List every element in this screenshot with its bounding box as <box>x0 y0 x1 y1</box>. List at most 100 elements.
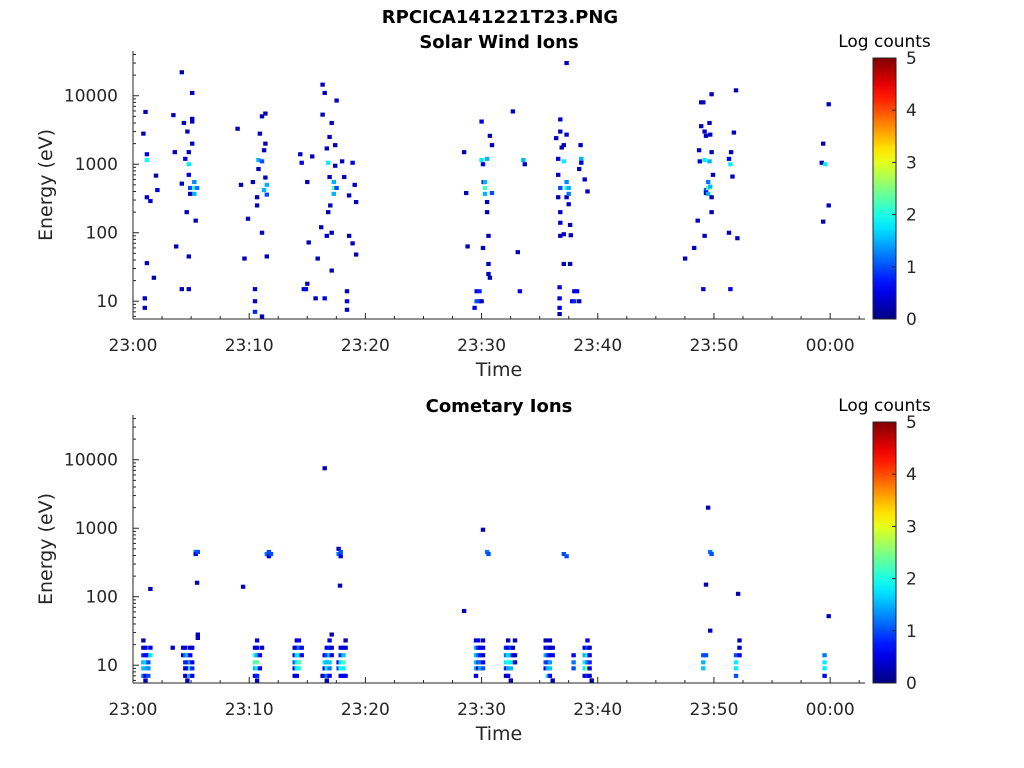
heatmap-cell <box>574 289 580 294</box>
heatmap-cell <box>568 233 573 238</box>
heatmap-cell <box>179 181 184 186</box>
heatmap-cell <box>143 666 148 671</box>
heatmap-cell <box>252 287 258 292</box>
heatmap-cell <box>489 191 495 196</box>
heatmap-cell <box>327 175 332 180</box>
heatmap-cell <box>254 678 260 683</box>
colorbar <box>872 57 897 320</box>
heatmap-cell <box>557 312 562 317</box>
x-tick-label: 00:00 <box>806 336 855 356</box>
heatmap-cell <box>550 645 555 650</box>
heatmap-cell <box>821 219 826 224</box>
heatmap-cell <box>696 148 702 153</box>
heatmap-cell <box>143 678 148 683</box>
colorbar-tick-label: 3 <box>906 517 917 537</box>
heatmap-cell <box>172 150 177 155</box>
heatmap-cell <box>558 233 563 238</box>
heatmap-cell <box>561 261 566 266</box>
colorbar-tick-label: 4 <box>906 465 917 485</box>
heatmap-cell <box>522 162 527 167</box>
heatmap-cell <box>298 152 303 157</box>
heatmap-cell <box>146 660 151 665</box>
heatmap-cell <box>550 653 555 658</box>
heatmap-cell <box>558 117 563 122</box>
heatmap-cell <box>579 160 584 165</box>
heatmap-cell <box>192 191 197 196</box>
y-tick-label: 10 <box>96 656 118 676</box>
panel-1: 23:00 23:10 23:20 23:30 23:40 23:50 00:0010100… <box>35 32 931 381</box>
heatmap-cell <box>699 124 704 129</box>
heatmap-cell <box>151 275 157 280</box>
heatmap-cell <box>190 666 195 671</box>
heatmap-cell <box>331 185 336 190</box>
x-tick-label: 23:00 <box>109 700 158 720</box>
heatmap-cell <box>480 653 486 658</box>
figure-title: RPCICA141221T23.PNG <box>381 7 619 28</box>
heatmap-cell <box>505 660 511 665</box>
heatmap-cell <box>353 252 359 257</box>
x-tick-label: 23:20 <box>341 700 390 720</box>
heatmap-cell <box>195 632 200 637</box>
heatmap-cell <box>338 666 343 671</box>
heatmap-cell <box>508 666 513 671</box>
heatmap-cell <box>305 180 310 185</box>
heatmap-cell <box>561 552 566 557</box>
heatmap-cell <box>735 236 740 241</box>
heatmap-cell <box>547 645 553 650</box>
heatmap-cell <box>148 645 153 650</box>
heatmap-cell <box>512 653 518 658</box>
heatmap-cell <box>505 653 511 658</box>
heatmap-cell <box>190 660 195 665</box>
heatmap-cell <box>484 156 490 161</box>
heatmap-cell <box>737 638 742 643</box>
heatmap-cell <box>190 119 195 124</box>
heatmap-cell <box>322 466 327 471</box>
heatmap-cell <box>296 666 302 671</box>
heatmap-cell <box>153 173 159 178</box>
heatmap-cell <box>341 660 346 665</box>
heatmap-cell <box>701 653 706 658</box>
heatmap-cell <box>261 148 267 153</box>
heatmap-cell <box>486 271 491 276</box>
heatmap-cell <box>480 666 486 671</box>
heatmap-cell <box>190 673 195 678</box>
heatmap-cell <box>480 527 486 532</box>
heatmap-cell <box>577 167 582 172</box>
heatmap-cell <box>558 185 563 190</box>
heatmap-cell <box>822 673 827 678</box>
heatmap-cell <box>479 119 484 124</box>
heatmap-cell <box>256 158 261 163</box>
heatmap-cell <box>484 200 490 205</box>
heatmap-cell <box>185 129 190 134</box>
heatmap-cell <box>558 220 563 225</box>
heatmap-cell <box>705 180 711 185</box>
x-tick-label: 23:40 <box>573 336 622 356</box>
heatmap-cell <box>252 299 258 304</box>
heatmap-cell <box>709 210 714 215</box>
heatmap-cell <box>478 645 483 650</box>
heatmap-cell <box>324 666 329 671</box>
heatmap-cell <box>142 296 147 301</box>
heatmap-cell <box>709 195 714 200</box>
heatmap-cell <box>329 645 334 650</box>
heatmap-cell <box>344 307 350 312</box>
heatmap-cell <box>558 210 563 215</box>
heatmap-cell <box>146 666 151 671</box>
heatmap-cell <box>254 638 260 643</box>
heatmap-cell <box>344 299 350 304</box>
heatmap-cell <box>557 305 562 310</box>
heatmap-cell <box>567 222 573 227</box>
heatmap-cell <box>338 554 343 559</box>
heatmap-cell <box>478 660 483 665</box>
heatmap-cell <box>319 225 324 230</box>
heatmap-cell <box>144 261 150 266</box>
heatmap-cell <box>547 673 553 678</box>
heatmap-cell <box>306 240 311 245</box>
heatmap-cell <box>336 546 341 551</box>
heatmap-cell <box>508 660 513 665</box>
heatmap-cell <box>578 143 583 148</box>
heatmap-cell <box>702 158 707 163</box>
heatmap-cell <box>190 116 195 121</box>
heatmap-cell <box>245 216 251 221</box>
heatmap-cell <box>730 174 735 179</box>
